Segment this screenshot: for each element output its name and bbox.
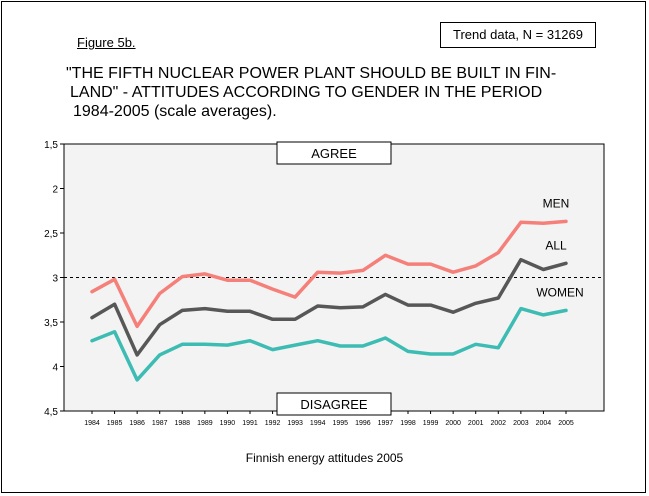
series-label-women: WOMEN	[536, 285, 583, 299]
x-tick-label: 1985	[107, 420, 123, 427]
x-tick-label: 1986	[129, 420, 145, 427]
x-tick-label: 2000	[445, 420, 461, 427]
x-tick-label: 1992	[265, 420, 281, 427]
disagree-annotation-label: DISAGREE	[300, 397, 368, 412]
agree-annotation-label: AGREE	[311, 146, 357, 161]
x-tick-label: 2001	[468, 420, 484, 427]
title-line-1: "THE FIFTH NUCLEAR POWER PLANT SHOULD BE…	[66, 65, 557, 82]
x-tick-label: 2004	[536, 420, 552, 427]
series-line-men	[90, 219, 568, 329]
x-tick-label: 1989	[197, 420, 213, 427]
chart-title: "THE FIFTH NUCLEAR POWER PLANT SHOULD BE…	[66, 64, 606, 121]
y-tick-label: 3,5	[44, 318, 58, 329]
x-tick-label: 1999	[423, 420, 439, 427]
x-tick-label: 1998	[400, 420, 416, 427]
y-tick-label: 4,5	[44, 407, 58, 418]
x-tick-label: 2003	[513, 420, 529, 427]
x-tick-label: 2002	[490, 420, 506, 427]
y-tick-label: 2,5	[44, 229, 58, 240]
x-tick-label: 2005	[558, 420, 574, 427]
figure-label: Figure 5b.	[77, 35, 136, 50]
series-line-women	[90, 306, 568, 382]
series-label-all: ALL	[545, 238, 567, 252]
series-label-men: MEN	[543, 196, 570, 210]
agree-annotation-box	[276, 141, 392, 165]
series-line-all	[90, 257, 568, 357]
x-tick-label: 1987	[152, 420, 168, 427]
x-tick-label: 1995	[332, 420, 348, 427]
x-tick-label: 1993	[287, 420, 303, 427]
y-tick-label: 1,5	[44, 140, 58, 151]
x-tick-label: 1990	[220, 420, 236, 427]
x-tick-label: 1988	[174, 420, 190, 427]
y-tick-label: 2	[52, 185, 58, 196]
x-tick-label: 1996	[355, 420, 371, 427]
trend-data-note: Trend data, N = 31269	[440, 22, 596, 48]
title-line-3: 1984-2005 (scale averages).	[73, 103, 277, 120]
x-tick-label: 1984	[84, 420, 100, 427]
x-tick-label: 1997	[378, 420, 394, 427]
x-tick-label: 1991	[242, 420, 258, 427]
y-tick-label: 4	[52, 363, 58, 374]
title-line-2: LAND" - ATTITUDES ACCORDING TO GENDER IN…	[70, 84, 543, 101]
chart-footer: Finnish energy attitudes 2005	[245, 451, 404, 465]
y-tick-label: 3	[52, 274, 58, 285]
disagree-annotation-box	[276, 392, 392, 416]
x-tick-label: 1994	[310, 420, 326, 427]
